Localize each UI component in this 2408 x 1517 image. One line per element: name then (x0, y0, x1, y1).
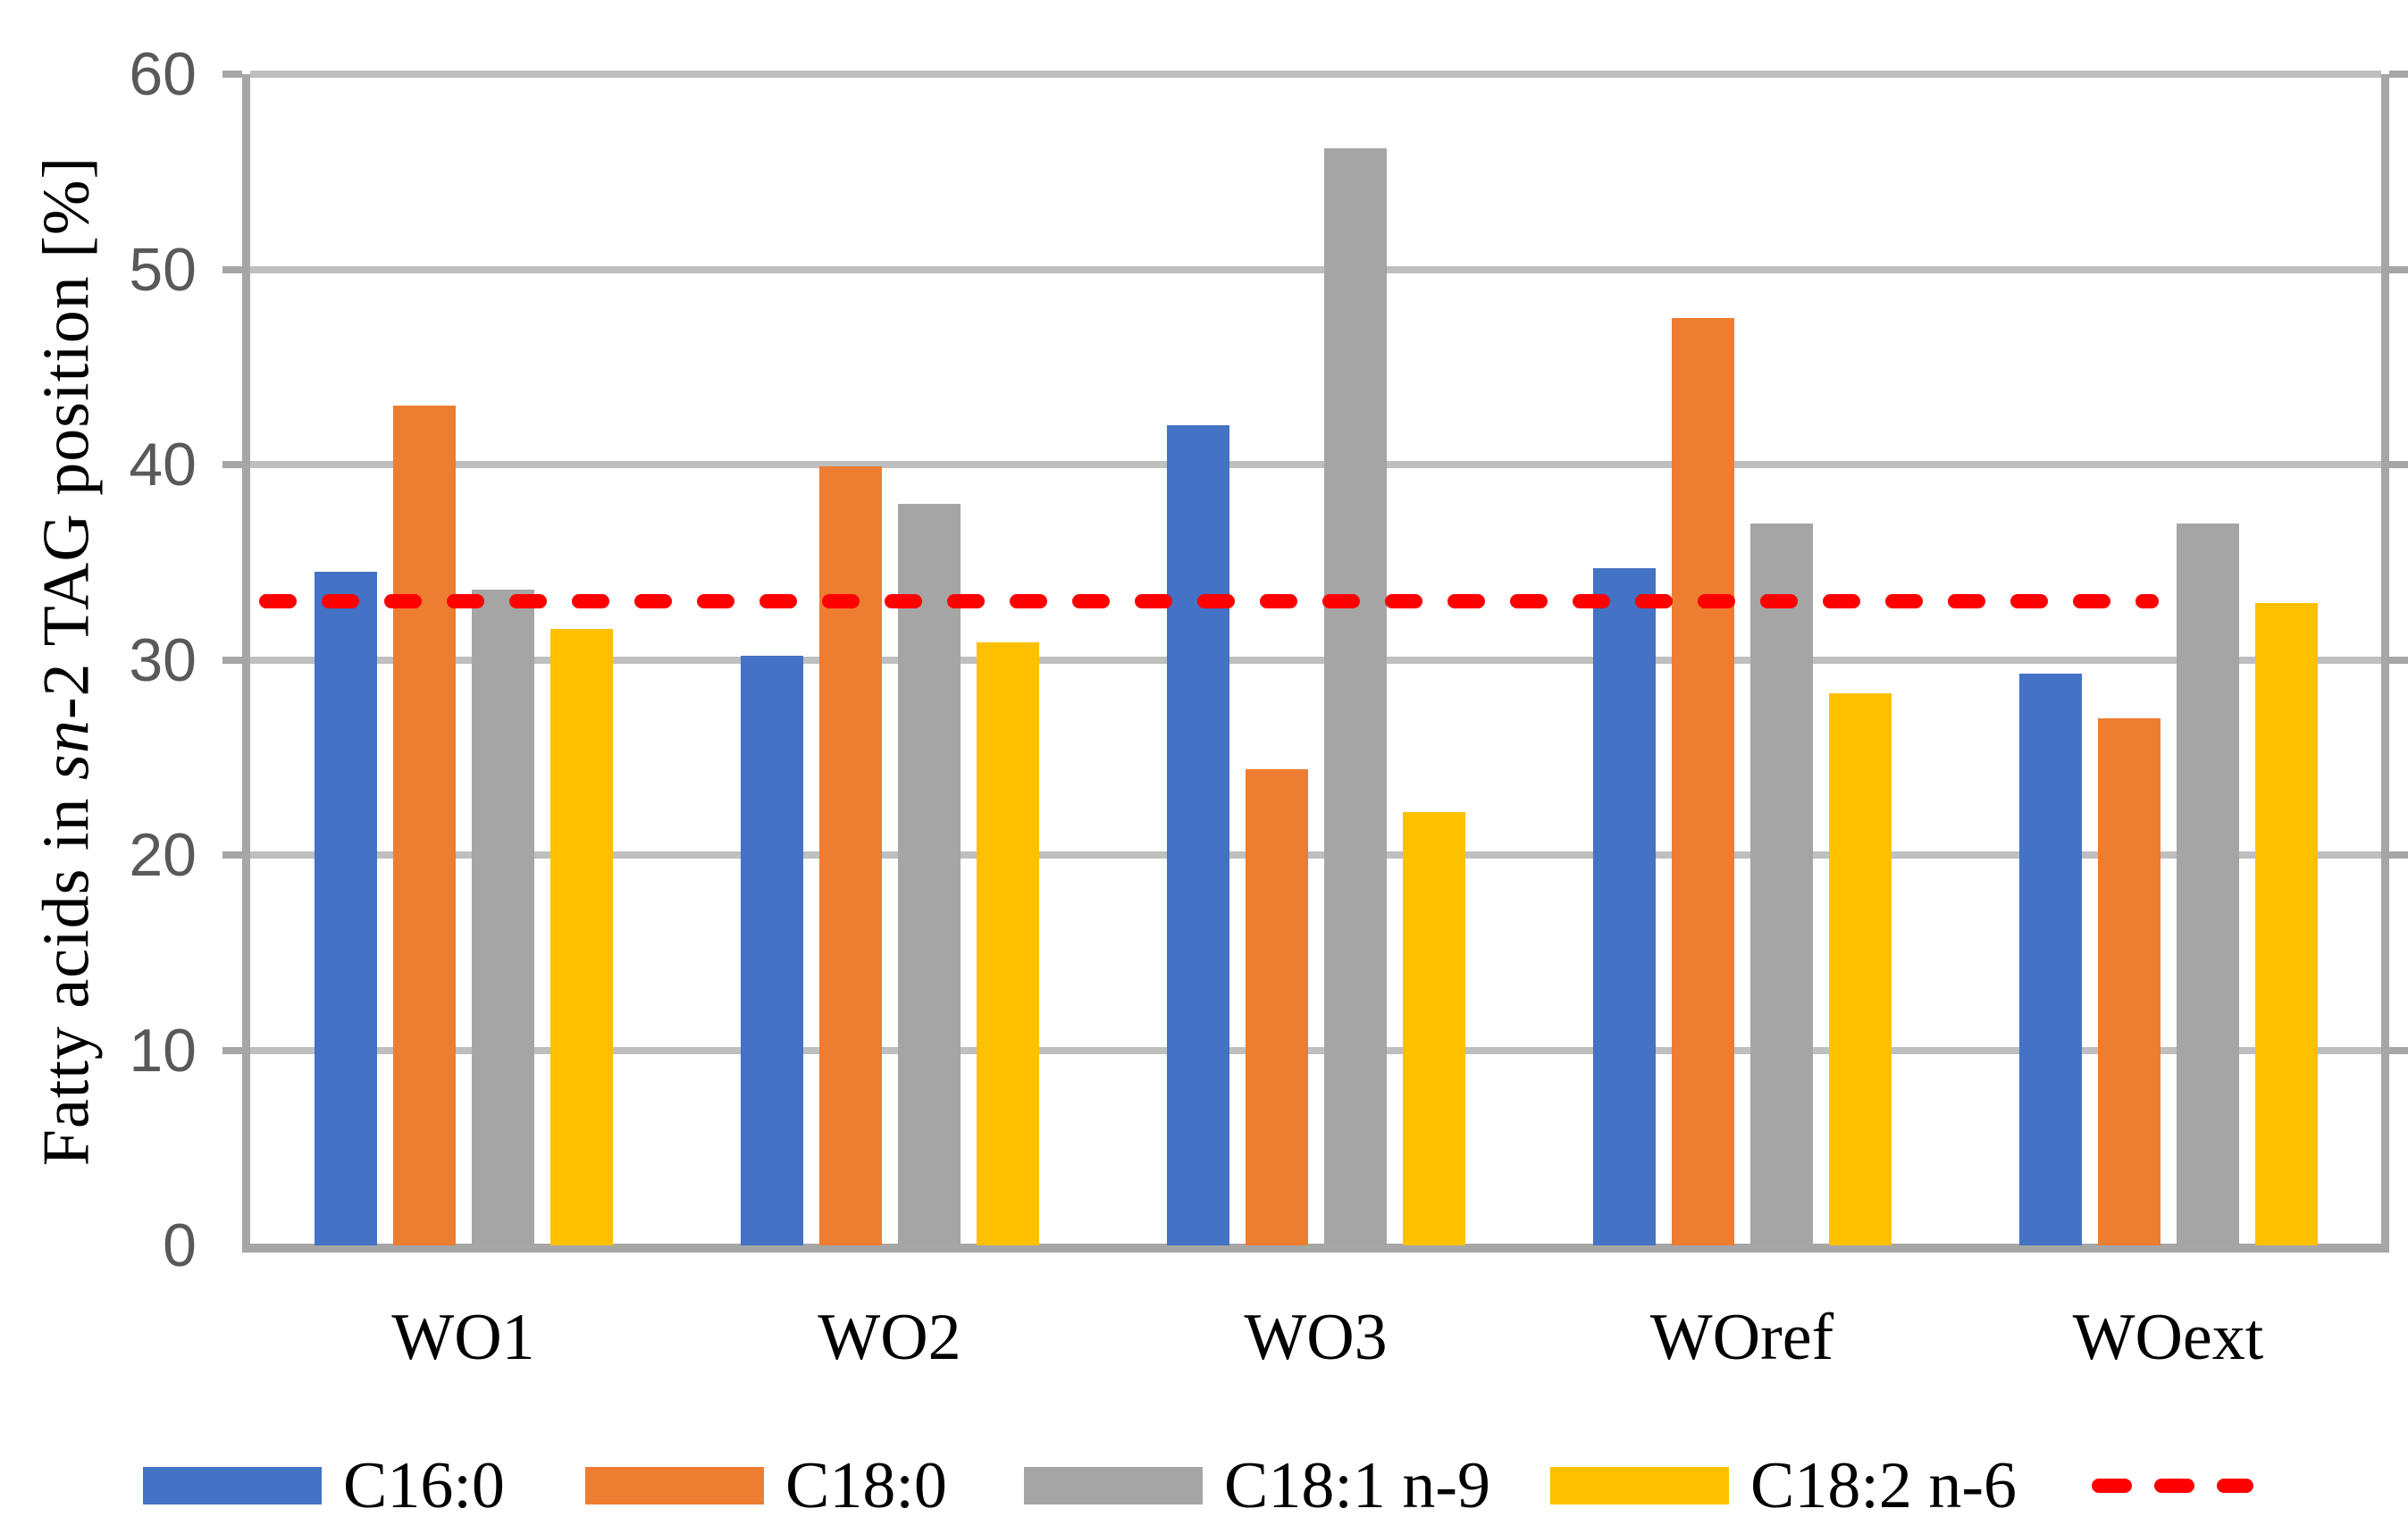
x-axis-label-wo1: WO1 (391, 1301, 535, 1374)
axis-tick-right-20 (2389, 851, 2408, 859)
plot-area (222, 71, 2408, 1253)
axis-tick-left-10 (222, 1046, 242, 1054)
bar-c18-0-wo3 (1245, 768, 1308, 1245)
axis-tick-right-60 (2389, 71, 2408, 78)
axis-tick-right-50 (2389, 265, 2408, 273)
y-axis-tick-label-20: 20 (129, 821, 197, 889)
bar-c18-2-n-6-wo2 (976, 641, 1039, 1245)
x-axis-label-woref: WOref (1649, 1301, 1834, 1374)
x-axis-label-wo2: WO2 (818, 1301, 961, 1374)
axis-tick-left-30 (222, 656, 242, 664)
bar-c16-0-wo3 (1166, 425, 1229, 1245)
gridline-20 (250, 851, 2381, 859)
bar-c18-1-n-9-wo2 (897, 503, 961, 1245)
y-axis-tick-label-40: 40 (129, 431, 197, 499)
reference-line-swatch (2092, 1479, 2253, 1493)
axis-tick-right-10 (2389, 1046, 2408, 1054)
gridline-30 (250, 656, 2381, 664)
bar-c18-1-n-9-woref (1749, 523, 1813, 1245)
y-axis-tick-label-0: 0 (163, 1211, 197, 1279)
axis-tick-left-50 (222, 265, 242, 273)
legend-label-c18-0: C18:0 (785, 1448, 947, 1517)
x-axis-line (242, 1244, 2389, 1253)
legend-swatch-c16-0 (143, 1467, 322, 1504)
axis-tick-right-30 (2389, 656, 2408, 664)
legend-label-c18-1-n-9: C18:1 n-9 (1224, 1448, 1491, 1517)
axis-tick-left-40 (222, 461, 242, 468)
bar-c16-0-wo2 (740, 656, 803, 1245)
legend-swatch-c18-0 (585, 1467, 764, 1504)
bar-c16-0-wo1 (314, 572, 377, 1245)
gridline-40 (250, 461, 2381, 468)
gridline-10 (250, 1046, 2381, 1054)
legend-item-reference-line (2090, 1458, 2255, 1513)
bar-c16-0-woref (1592, 567, 1656, 1245)
reference-line (259, 593, 2159, 608)
x-axis-label-woext: WOext (2072, 1301, 2264, 1374)
bar-c18-1-n-9-wo1 (471, 589, 534, 1245)
bar-c18-2-n-6-wo1 (550, 628, 613, 1245)
gridline-60 (250, 71, 2381, 78)
bar-c16-0-woext (2018, 673, 2082, 1245)
axis-tick-left-20 (222, 851, 242, 859)
gridline-50 (250, 265, 2381, 273)
bar-c18-0-wo1 (392, 406, 456, 1245)
bar-c18-2-n-6-wo3 (1402, 811, 1465, 1245)
legend-swatch-c18-2-n-6 (1550, 1467, 1729, 1504)
legend-item-c18-1-n-9: C18:1 n-9 (1024, 1449, 1490, 1517)
x-axis-label-wo3: WO3 (1244, 1301, 1388, 1374)
y-axis-tick-label-30: 30 (129, 625, 197, 694)
legend-swatch-c18-1-n-9 (1024, 1467, 1203, 1504)
y-axis-tick-label-60: 60 (129, 40, 197, 108)
bar-c18-2-n-6-woref (1828, 692, 1892, 1245)
legend-item-c18-2-n-6: C18:2 n-6 (1550, 1449, 2017, 1517)
bar-c18-1-n-9-wo3 (1323, 148, 1387, 1245)
bar-c18-1-n-9-woext (2176, 523, 2239, 1245)
bar-c18-0-woref (1671, 318, 1734, 1245)
axis-tick-right-40 (2389, 461, 2408, 468)
legend-item-c18-0: C18:0 (585, 1449, 947, 1517)
bar-c18-0-woext (2097, 718, 2160, 1245)
y-axis-tick-label-10: 10 (129, 1016, 197, 1085)
legend-item-c16-0: C16:0 (143, 1449, 505, 1517)
bar-c18-2-n-6-woext (2254, 603, 2318, 1245)
legend-label-c16-0: C16:0 (343, 1448, 505, 1517)
bar-c18-0-wo2 (818, 466, 882, 1245)
y-axis-tick-label-50: 50 (129, 235, 197, 304)
axis-tick-left-60 (222, 71, 242, 78)
legend-label-c18-2-n-6: C18:2 n-6 (1750, 1448, 2018, 1517)
